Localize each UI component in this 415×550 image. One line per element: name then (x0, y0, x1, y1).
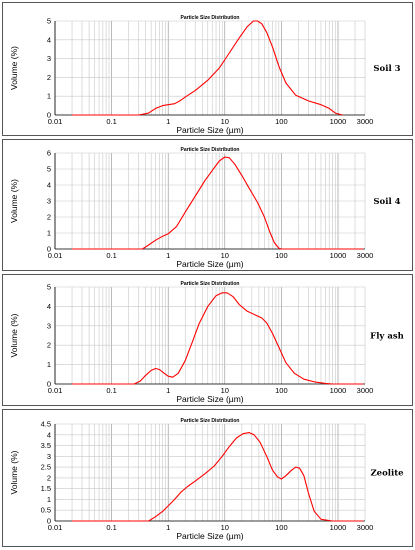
chart-svg-4: 0.01 0.1 1 10 100 1000 3000 0 0.5 1 1.5 22.5 3 3.5 44.… (9, 418, 404, 541)
x-tick-label: 0.01 (48, 251, 63, 260)
y-tick-label: 0 (47, 380, 51, 389)
series-line (72, 292, 364, 385)
x-axis-label: Particle Size (µm) (176, 125, 243, 135)
y-tick-label: 5 (47, 165, 51, 174)
y-tick-label: 4 (47, 302, 51, 311)
x-tick-label: 0.1 (106, 251, 116, 260)
y-tick-label: 0.5 (41, 506, 51, 515)
y-tick-label: 0 (47, 517, 51, 526)
x-tick-label: 1000 (330, 386, 347, 395)
series-line (72, 432, 364, 522)
sample-label: Zeolite (370, 469, 404, 479)
y-tick-label: 2 (47, 213, 51, 222)
x-tick-label: 1000 (330, 117, 347, 126)
y-tick-label: 4 (47, 35, 51, 44)
y-tick-label: 0 (47, 111, 51, 120)
x-tick-label: 3000 (357, 117, 374, 126)
y-axis-label: Volume (%) (9, 179, 19, 223)
chart-panel-2: 0.01 0.1 1 10 100 1000 3000 0 1 2 3 4 5 6 Particle Siz… (2, 139, 413, 271)
x-tick-label: 3000 (357, 251, 374, 260)
sample-label: Soil 4 (373, 197, 400, 207)
y-tick-label: 5 (47, 283, 51, 292)
x-tick-label: 1 (166, 117, 170, 126)
series-line (72, 20, 343, 116)
plot-area (55, 287, 365, 384)
chart-svg-1: 0.01 0.1 1 10 100 1000 3000 0 1 2 3 4 5 Particle Size… (9, 15, 401, 135)
y-axis-label: Volume (%) (9, 450, 19, 494)
y-tick-label: 1 (47, 92, 51, 101)
plot-area (55, 21, 365, 115)
sample-label: Soil 3 (373, 64, 400, 74)
x-tick-label: 0.1 (106, 117, 116, 126)
x-tick-label: 10 (221, 523, 229, 532)
chart-title: Particle Size Distribution (181, 418, 240, 424)
x-axis-label: Particle Size (µm) (176, 259, 243, 269)
y-tick-label: 6 (47, 149, 51, 158)
x-tick-label: 1 (166, 251, 170, 260)
sample-label: Fly ash (370, 332, 404, 342)
y-tick-label: 3 (47, 54, 51, 63)
y-tick-label: 1.5 (41, 484, 51, 493)
y-tick-label: 0 (47, 245, 51, 254)
chart-panel-3: 0.01 0.1 1 10 100 1000 3000 0 1 2 3 4 5 Particle Size… (2, 274, 413, 406)
x-tick-label: 0.1 (106, 386, 116, 395)
y-tick-label: 3.5 (41, 441, 51, 450)
x-tick-label: 10 (221, 386, 229, 395)
chart-title: Particle Size Distribution (181, 15, 240, 21)
x-tick-label: 10 (221, 117, 229, 126)
y-tick-label: 5 (47, 17, 51, 26)
x-tick-label: 1000 (330, 523, 347, 532)
x-tick-label: 0.01 (48, 117, 63, 126)
y-tick-label: 1 (47, 229, 51, 238)
x-tick-label: 0.01 (48, 523, 63, 532)
x-tick-label: 0.1 (106, 523, 116, 532)
y-tick-label: 3 (47, 321, 51, 330)
x-tick-label: 100 (275, 117, 288, 126)
x-tick-label: 3000 (357, 386, 374, 395)
chart-svg-2: 0.01 0.1 1 10 100 1000 3000 0 1 2 3 4 5 6 Particle Siz… (9, 147, 401, 269)
y-axis-label: Volume (%) (9, 46, 19, 90)
y-tick-label: 1 (47, 495, 51, 504)
y-tick-label: 4 (47, 181, 51, 190)
x-tick-label: 10 (221, 251, 229, 260)
y-tick-label: 3 (47, 452, 51, 461)
y-axis-label: Volume (%) (9, 313, 19, 357)
x-tick-label: 100 (275, 251, 288, 260)
chart-title: Particle Size Distribution (181, 147, 240, 153)
y-tick-label: 2 (47, 73, 51, 82)
x-tick-label: 3000 (357, 523, 374, 532)
y-tick-label: 4 (47, 430, 51, 439)
chart-svg-3: 0.01 0.1 1 10 100 1000 3000 0 1 2 3 4 5 Particle Size… (9, 281, 404, 404)
chart-title: Particle Size Distribution (181, 281, 240, 287)
x-tick-label: 1 (166, 386, 170, 395)
series-line (72, 156, 364, 250)
y-tick-label: 4.5 (41, 420, 51, 429)
y-tick-label: 1 (47, 360, 51, 369)
chart-panel-4: 0.01 0.1 1 10 100 1000 3000 0 0.5 1 1.5 2 2.5 3 3.5 4 4.… (2, 409, 413, 547)
x-tick-label: 100 (275, 386, 288, 395)
plot-area (55, 424, 365, 521)
x-tick-label: 100 (275, 523, 288, 532)
y-tick-label: 3 (47, 197, 51, 206)
x-tick-label: 1000 (330, 251, 347, 260)
y-tick-label: 2 (47, 341, 51, 350)
x-tick-label: 1 (166, 523, 170, 532)
y-tick-label: 2.5 (41, 463, 51, 472)
x-axis-label: Particle Size (µm) (176, 394, 243, 404)
chart-panel-1: 0.01 0.1 1 10 100 1000 3000 0 1 2 3 4 5 Particle Size… (2, 2, 413, 136)
x-tick-label: 0.01 (48, 386, 63, 395)
y-tick-label: 2 (47, 473, 51, 482)
x-axis-label: Particle Size (µm) (176, 531, 243, 541)
